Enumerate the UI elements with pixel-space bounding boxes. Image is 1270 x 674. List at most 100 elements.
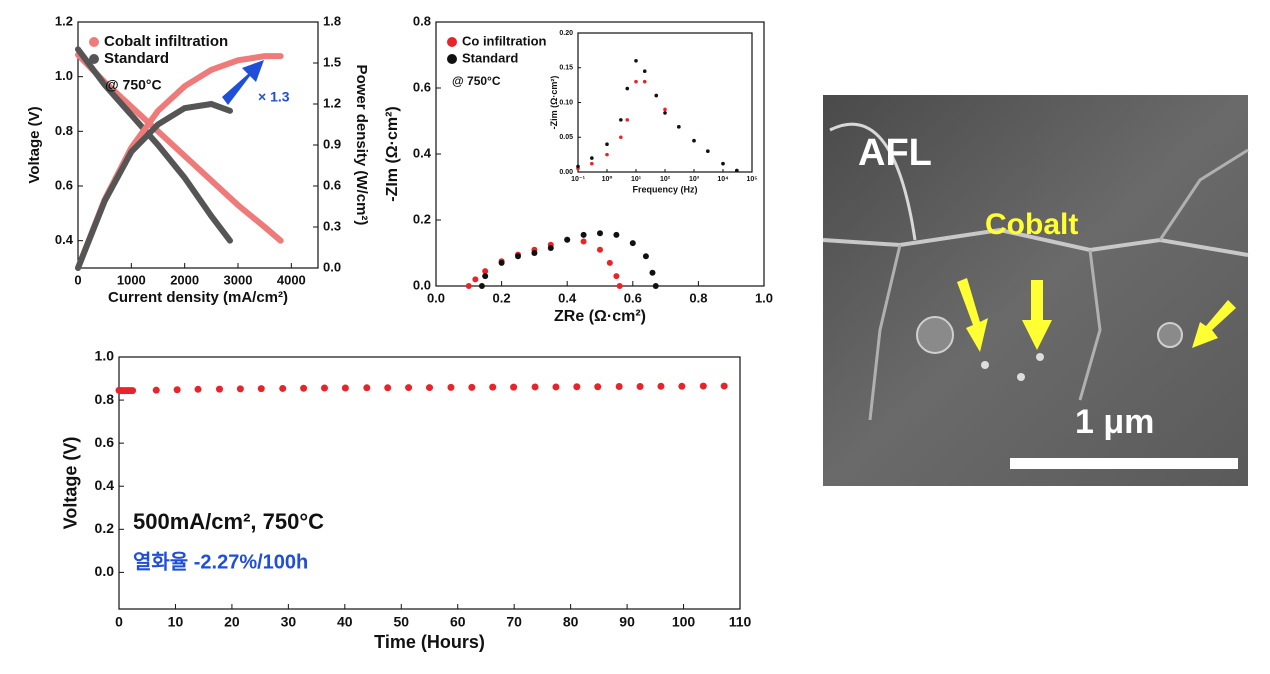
point [152, 386, 160, 394]
x-tick-label: 10¹ [631, 176, 642, 183]
x-axis-label: Current density (mA/cm²) [108, 289, 288, 306]
point [594, 383, 602, 391]
point [547, 245, 554, 252]
annotation: × 1.3 [258, 89, 290, 105]
arrow [1022, 280, 1052, 350]
point [735, 168, 739, 173]
point [597, 230, 603, 237]
y2-tick-label: 1.2 [323, 95, 341, 110]
x-tick-label: 0.0 [427, 290, 445, 305]
point [619, 118, 623, 122]
arrow [957, 278, 988, 352]
x-tick-label: 80 [563, 614, 579, 630]
point [642, 253, 649, 260]
point [642, 79, 647, 84]
x-axis-label: ZRe (Ω·cm²) [554, 308, 646, 325]
y-tick-label: 0.15 [559, 65, 573, 72]
x-tick-label: 0.2 [493, 290, 511, 305]
x-tick-label: 100 [672, 614, 696, 630]
x-tick-label: 4000 [277, 272, 306, 287]
y-axis-label: -ZIm (Ω·cm²) [384, 106, 401, 201]
y-tick-label: 1.2 [55, 13, 73, 28]
x-tick-label: 10⁰ [602, 175, 613, 183]
point [663, 107, 667, 112]
point [482, 268, 489, 275]
y-tick-label: 0.10 [559, 99, 573, 106]
point [173, 386, 181, 394]
point [129, 387, 137, 395]
y-tick-label: 0.6 [413, 79, 431, 94]
y-tick-label: 0.8 [55, 123, 73, 138]
point [363, 384, 371, 392]
point [515, 253, 521, 260]
y-tick-label: 0.00 [559, 169, 573, 176]
legend-marker [89, 37, 99, 47]
point [320, 384, 328, 392]
point [564, 236, 571, 243]
sem-label: AFL [858, 132, 932, 174]
y-axis-label: Voltage (V) [61, 437, 81, 530]
y2-tick-label: 0.6 [323, 177, 341, 192]
point [636, 383, 644, 391]
point [468, 383, 476, 391]
point [552, 383, 560, 391]
point [573, 383, 581, 391]
chart: 0.0 0.2 0.4 0.6 0.8 1.0 0.0 0.2 0.4 0.6 0.8 ZRe (Ω·… [384, 13, 773, 325]
legend-label: Co infiltration [462, 33, 547, 48]
point [706, 149, 710, 153]
point [478, 283, 485, 289]
annotation: 500mA/cm², 750°C [133, 509, 324, 534]
point [625, 118, 630, 122]
y-tick-label: 0.0 [95, 563, 115, 579]
y-tick-label: 0.4 [95, 477, 115, 493]
point [619, 135, 623, 140]
x-tick-label: 20 [224, 614, 240, 630]
x-tick-label: 50 [393, 614, 409, 630]
x-tick-label: 3000 [224, 272, 253, 287]
point [720, 382, 728, 390]
x-tick-label: 1.0 [755, 290, 773, 305]
y-tick-label: 0.4 [413, 145, 432, 160]
x-tick-label: 10⁻¹ [571, 176, 585, 183]
point [615, 383, 623, 391]
x-tick-label: 70 [506, 614, 522, 630]
grain [916, 316, 954, 354]
y-tick-label: 0.4 [55, 232, 74, 247]
point [616, 283, 623, 289]
x-tick-label: 10³ [689, 176, 700, 183]
x-tick-label: 0 [115, 614, 123, 630]
point [489, 383, 497, 391]
point [531, 250, 538, 256]
annotation: @ 750°C [452, 74, 501, 88]
legend-label: Standard [104, 50, 169, 67]
legend-marker [89, 54, 99, 64]
point [605, 142, 609, 146]
point [472, 276, 479, 283]
point [625, 86, 630, 91]
point [629, 240, 636, 247]
y2-tick-label: 0.9 [323, 136, 341, 151]
x-axis-label: Frequency (Hz) [632, 184, 697, 194]
y-tick-label: 0.8 [413, 13, 431, 28]
grain-boundary [868, 148, 1249, 421]
point [510, 383, 518, 391]
grain-boundary [822, 227, 1249, 257]
y-tick-label: 0.6 [55, 177, 73, 192]
x-tick-label: 0.4 [558, 290, 577, 305]
point [580, 238, 587, 245]
point [576, 164, 580, 169]
plot-frame [118, 356, 741, 610]
particle [981, 361, 989, 369]
point [590, 156, 594, 160]
point [613, 273, 620, 280]
y-tick-label: 0.20 [559, 30, 573, 37]
particle [1017, 373, 1025, 381]
x-tick-label: 2000 [170, 272, 199, 287]
point [642, 69, 647, 74]
x-tick-label: 60 [450, 614, 466, 630]
arrow [1192, 300, 1236, 348]
y-axis-label: Voltage (V) [26, 106, 43, 183]
point [447, 383, 455, 391]
y-tick-label: 1.0 [95, 348, 115, 364]
y-tick-label: 0.6 [95, 434, 115, 450]
